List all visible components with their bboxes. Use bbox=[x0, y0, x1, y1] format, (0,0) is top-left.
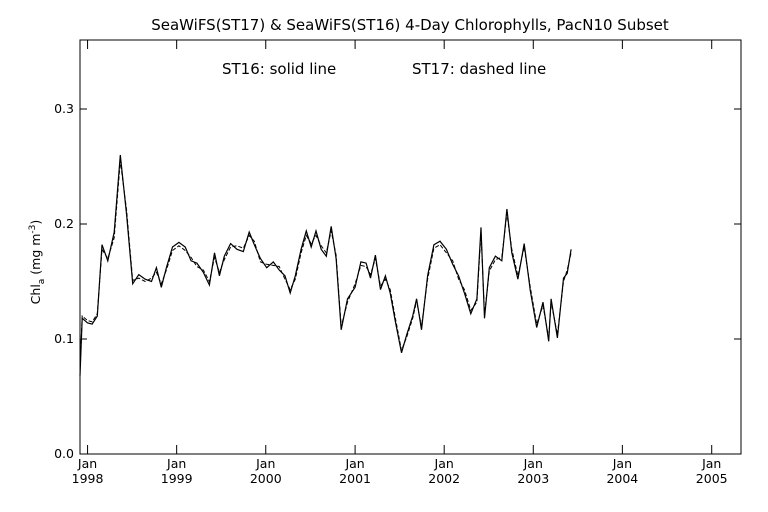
x-tick-month-label: Jan bbox=[255, 456, 275, 471]
x-tick-year-label: 1998 bbox=[72, 471, 104, 486]
x-axis-ticks: Jan1998Jan1999Jan2000Jan2001Jan2002Jan20… bbox=[72, 40, 728, 486]
series-layer bbox=[79, 154, 572, 376]
y-tick-label: 0.3 bbox=[54, 101, 74, 116]
y-tick-label: 0.0 bbox=[54, 446, 74, 461]
y-label-superscript: -3 bbox=[28, 225, 38, 234]
y-label-unit-close: ) bbox=[28, 220, 43, 225]
x-tick-year-label: 2002 bbox=[428, 471, 460, 486]
x-tick-month-label: Jan bbox=[701, 456, 721, 471]
chart-title: SeaWiFS(ST17) & SeaWiFS(ST16) 4-Day Chlo… bbox=[151, 16, 669, 34]
y-axis-ticks: 0.0 0.1 0.2 0.3 bbox=[54, 101, 741, 461]
y-tick-label: 0.2 bbox=[54, 216, 74, 231]
x-tick-year-label: 2005 bbox=[696, 471, 728, 486]
y-label-prefix: Chl bbox=[28, 284, 43, 304]
y-label-unit-open: (mg m bbox=[28, 234, 43, 279]
y-tick-label: 0.1 bbox=[54, 331, 74, 346]
legend-st16: ST16: solid line bbox=[222, 60, 336, 78]
x-tick-month-label: Jan bbox=[166, 456, 186, 471]
x-tick-year-label: 2003 bbox=[517, 471, 549, 486]
plot-frame bbox=[79, 39, 742, 455]
legend-st17: ST17: dashed line bbox=[412, 60, 546, 78]
st17-dashed-line bbox=[79, 160, 572, 368]
x-tick-year-label: 1999 bbox=[161, 471, 193, 486]
y-label-subscript: a bbox=[37, 279, 47, 285]
y-axis-label: Chla (mg m-3) bbox=[28, 220, 47, 305]
x-tick-year-label: 2004 bbox=[606, 471, 638, 486]
x-tick-month-label: Jan bbox=[612, 456, 632, 471]
x-tick-year-label: 2000 bbox=[250, 471, 282, 486]
x-tick-month-label: Jan bbox=[434, 456, 454, 471]
st16-solid-line bbox=[79, 154, 572, 376]
x-tick-year-label: 2001 bbox=[339, 471, 371, 486]
x-tick-month-label: Jan bbox=[77, 456, 97, 471]
x-tick-month-label: Jan bbox=[344, 456, 364, 471]
x-tick-month-label: Jan bbox=[523, 456, 543, 471]
